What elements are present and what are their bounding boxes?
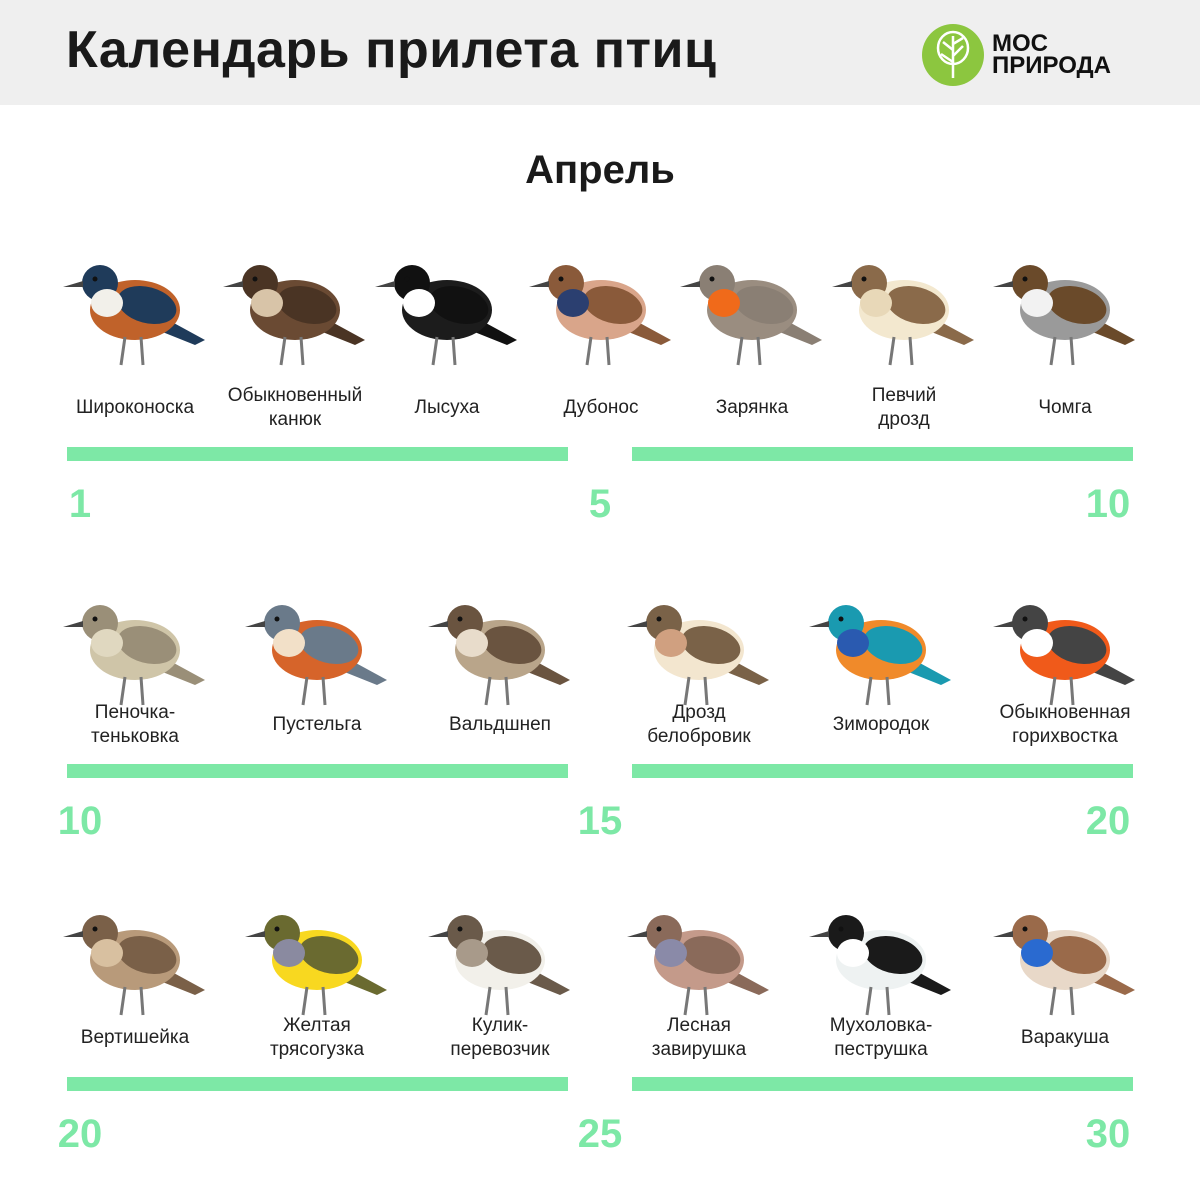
bird-name: Дубонос [563,397,639,418]
timeline-bar-right [632,764,1133,778]
bird-name: Желтая трясогузка [269,1015,365,1060]
bird-card: Чомга [980,225,1150,418]
bird-name: Чомга [1038,397,1092,418]
bird-name: Лысуха [414,397,480,418]
bird-illustration [980,875,1150,1025]
logo-line-1: МОС [992,30,1048,57]
bird-card: Кулик- перевозчик [415,875,585,1060]
day-number: 30 [1085,1112,1131,1156]
day-number: 10 [57,799,103,843]
bird-card: Певчий дрозд [819,225,989,430]
bird-name: Обыкновенный канюк [227,385,363,430]
day-number: 5 [588,482,612,526]
timeline-bar-left [67,447,568,461]
bird-illustration [50,875,220,1025]
mospriroda-logo: МОС ПРИРОДА [922,24,1111,86]
tree-icon [922,24,984,86]
bird-illustration [50,565,220,715]
bird-illustration [415,565,585,715]
timeline-bar-left [67,1077,568,1091]
bird-name: Обыкновенная горихвостка [999,702,1131,747]
bird-illustration [796,565,966,715]
timeline-bar-right [632,447,1133,461]
bird-card: Вертишейка [50,875,220,1048]
bird-card: Зимородок [796,565,966,735]
bird-name: Мухоловка- пеструшка [829,1015,933,1060]
bird-name: Кулик- перевозчик [450,1015,550,1060]
bird-illustration [362,225,532,375]
bird-name: Пустельга [272,714,362,735]
bird-name: Варакуша [1020,1027,1110,1048]
day-number: 1 [68,482,92,526]
bird-card: Широконоска [50,225,220,418]
bird-name: Пеночка- теньковка [91,702,179,747]
bird-illustration [232,875,402,1025]
page-title: Календарь прилета птиц [66,21,717,79]
day-number: 25 [577,1112,623,1156]
day-number: 15 [577,799,623,843]
bird-card: Дрозд белобровик [614,565,784,747]
timeline-bar-left [67,764,568,778]
bird-card: Мухоловка- пеструшка [796,875,966,1060]
bird-card: Дубонос [516,225,686,418]
day-number: 20 [57,1112,103,1156]
bird-illustration [614,565,784,715]
logo-text: МОС ПРИРОДА [992,30,1111,79]
bird-illustration [667,225,837,375]
bird-name: Зимородок [832,714,930,735]
day-number: 20 [1085,799,1131,843]
bird-illustration [210,225,380,375]
bird-card: Лысуха [362,225,532,418]
bird-card: Пустельга [232,565,402,735]
bird-illustration [614,875,784,1025]
month-heading: Апрель [525,148,675,192]
bird-illustration [819,225,989,375]
bird-illustration [50,225,220,375]
bird-illustration [415,875,585,1025]
bird-card: Желтая трясогузка [232,875,402,1060]
bird-name: Вертишейка [80,1027,190,1048]
bird-name: Дрозд белобровик [647,702,751,747]
bird-illustration [980,565,1150,715]
bird-card: Обыкновенный канюк [210,225,380,430]
day-number: 10 [1085,482,1131,526]
bird-card: Лесная завирушка [614,875,784,1060]
timeline-bar-right [632,1077,1133,1091]
header: Календарь прилета птиц МОС ПРИРОДА [0,0,1200,105]
bird-name: Зарянка [715,397,789,418]
bird-name: Широконоска [75,397,195,418]
bird-card: Обыкновенная горихвостка [980,565,1150,747]
bird-illustration [516,225,686,375]
bird-name: Лесная завирушка [651,1015,747,1060]
bird-name: Вальдшнеп [449,714,551,735]
bird-card: Вальдшнеп [415,565,585,735]
bird-name: Певчий дрозд [871,385,937,430]
bird-card: Зарянка [667,225,837,418]
logo-line-2: ПРИРОДА [992,52,1111,79]
bird-illustration [796,875,966,1025]
bird-illustration [232,565,402,715]
bird-illustration [980,225,1150,375]
bird-card: Варакуша [980,875,1150,1048]
bird-card: Пеночка- теньковка [50,565,220,747]
